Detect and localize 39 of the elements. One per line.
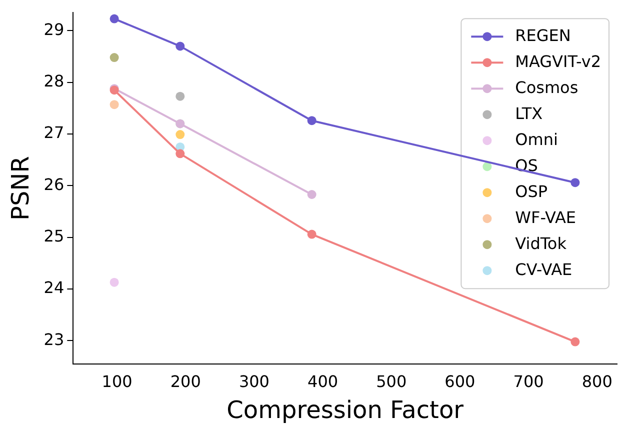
x-tick-label: 800 — [582, 372, 612, 391]
x-tick-label: 400 — [308, 372, 338, 391]
legend-label: WF-VAE — [515, 208, 576, 227]
x-tick-label: 500 — [376, 372, 407, 391]
y-tick-label: 27 — [44, 123, 64, 142]
x-tick-label: 200 — [170, 372, 201, 391]
point — [307, 230, 316, 239]
point — [176, 130, 185, 140]
legend-label: REGEN — [515, 26, 571, 45]
point — [110, 278, 119, 287]
y-tick-label: 26 — [44, 174, 64, 194]
legend-label: VidTok — [515, 234, 568, 253]
legend-label: OSP — [515, 182, 548, 201]
point — [110, 14, 119, 24]
y-axis-title: PSNR — [6, 156, 35, 220]
x-tick-label: 100 — [102, 372, 132, 391]
x-tick-label: 600 — [444, 372, 476, 391]
y-tick-label: 23 — [44, 330, 64, 349]
y-tick-label: 24 — [44, 278, 64, 298]
point — [307, 190, 316, 199]
x-tick-label: 300 — [238, 372, 270, 391]
y-tick-label: 25 — [44, 226, 64, 246]
point — [307, 116, 316, 126]
legend-label: Cosmos — [515, 78, 578, 97]
point — [110, 53, 119, 62]
legend-label: MAGVIT-v2 — [515, 52, 601, 71]
legend-label: Omni — [515, 130, 558, 149]
point — [176, 149, 185, 158]
x-tick-label: 700 — [513, 372, 544, 391]
point — [176, 42, 185, 51]
point — [110, 100, 119, 110]
legend-label: LTX — [515, 104, 543, 123]
y-tick-label: 28 — [44, 72, 64, 91]
point — [570, 337, 580, 346]
point — [176, 92, 185, 101]
x-axis-title: Compression Factor — [226, 396, 464, 424]
legend-label: CV-VAE — [515, 260, 572, 279]
y-tick-label: 29 — [44, 20, 64, 39]
point — [570, 178, 580, 188]
